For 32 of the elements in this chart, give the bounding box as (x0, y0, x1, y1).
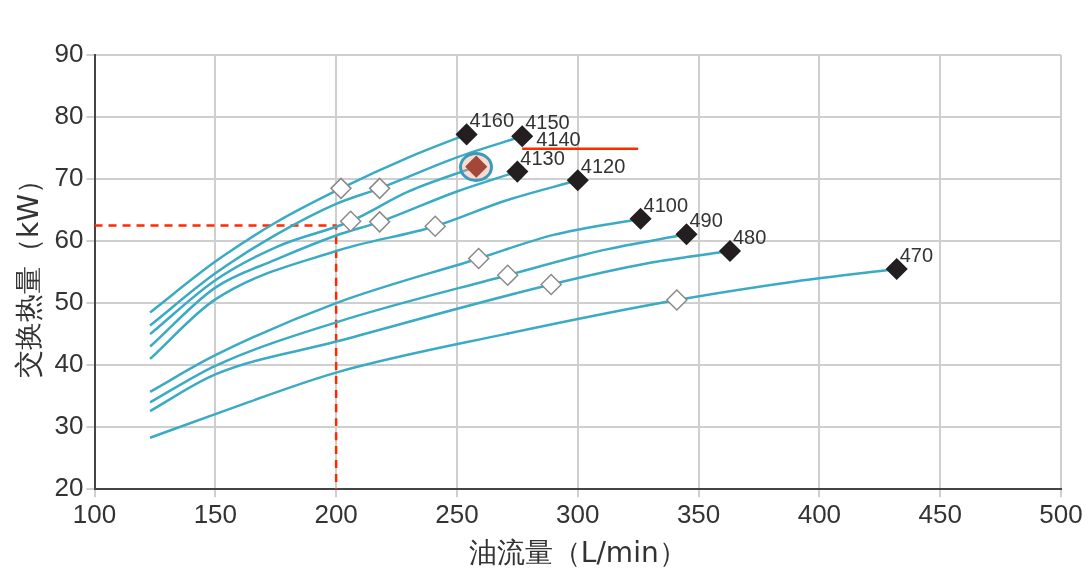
point (666, 289, 688, 311)
x-axis-title: 油流量（L/min） (468, 536, 687, 570)
point (424, 215, 446, 237)
x-tick-label: 500 (1039, 498, 1083, 529)
y-tick-label: 30 (54, 410, 84, 441)
point (496, 264, 519, 286)
annotation: 4160 (469, 109, 515, 132)
annotation: 4100 (643, 193, 689, 216)
point (330, 177, 352, 200)
y-tick-label: 60 (54, 224, 84, 255)
x-tick-label: 150 (193, 498, 238, 529)
x-tick-label: 300 (556, 498, 600, 529)
y-tick-label: 90 (54, 38, 84, 69)
point (540, 273, 562, 296)
y-axis-title: 交换热量（kW） (12, 166, 46, 379)
annotation: 480 (732, 226, 767, 249)
y-tick-label: 80 (54, 100, 84, 131)
annotation: 4120 (580, 155, 626, 178)
annotation: 470 (899, 244, 934, 266)
point (368, 211, 391, 233)
x-tick-label: 400 (797, 498, 842, 529)
x-tick-label: 450 (918, 498, 962, 529)
point (339, 210, 362, 232)
x-tick-label: 250 (435, 498, 479, 529)
annotation: 490 (689, 209, 723, 232)
y-tick-label: 40 (54, 348, 84, 379)
point (368, 177, 391, 200)
x-tick-label: 350 (676, 498, 721, 529)
y-tick-label: 70 (54, 162, 84, 193)
y-tick-label: 50 (54, 286, 84, 317)
x-tick-label: 200 (314, 498, 358, 529)
point (467, 247, 490, 270)
